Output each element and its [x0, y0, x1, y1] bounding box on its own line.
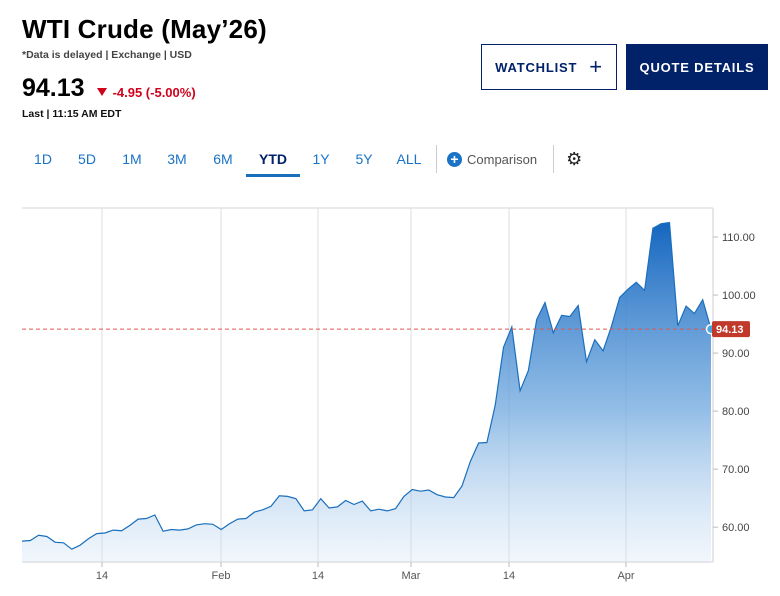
y-axis: 60.00 70.00 80.00 90.00 100.00 110.00: [713, 232, 756, 534]
watchlist-label: WATCHLIST: [495, 59, 578, 75]
tab-3m[interactable]: 3M: [167, 151, 187, 167]
y-tick-label: 110.00: [722, 232, 755, 244]
down-arrow-icon: [96, 88, 107, 96]
watchlist-button[interactable]: WATCHLIST +: [481, 44, 617, 90]
instrument-title: WTI Crude (May’26): [22, 14, 267, 44]
x-axis: 14 Feb 14 Mar 14 Apr: [96, 562, 635, 582]
comparison-label: Comparison: [467, 151, 538, 167]
x-tick-label: Mar: [402, 570, 421, 582]
last-update-time: Last | 11:15 AM EDT: [22, 108, 122, 120]
range-tabs: 1D 5D 1M 3M 6M YTD 1Y 5Y ALL + Compariso…: [22, 142, 583, 177]
divider: [436, 145, 437, 173]
x-tick-label: Apr: [617, 570, 634, 582]
gear-icon[interactable]: ⚙: [566, 148, 583, 169]
x-tick-label: 14: [312, 570, 324, 582]
x-tick-label: 14: [96, 570, 108, 582]
price-change-value: -4.95 (-5.00%): [112, 84, 196, 100]
tab-ytd[interactable]: YTD: [246, 142, 300, 177]
y-tick-label: 90.00: [722, 348, 750, 360]
add-circle-icon: +: [447, 151, 462, 167]
y-tick-label: 100.00: [722, 290, 756, 302]
price-change: -4.95 (-5.00%): [96, 84, 196, 100]
divider: [553, 145, 555, 173]
data-source-note: *Data is delayed | Exchange | USD: [22, 49, 192, 61]
x-tick-label: Feb: [212, 570, 231, 582]
last-price-flag-label: 94.13: [716, 324, 744, 336]
y-tick-label: 80.00: [722, 406, 750, 418]
comparison-button[interactable]: + Comparison: [447, 151, 538, 167]
plus-icon: +: [589, 54, 603, 79]
tab-1m[interactable]: 1M: [122, 151, 142, 167]
last-price-flag: 94.13: [712, 321, 750, 338]
quote-details-button[interactable]: QUOTE DETAILS: [626, 44, 768, 90]
tab-1d[interactable]: 1D: [34, 151, 52, 167]
price-row: 94.13 -4.95 (-5.00%): [22, 74, 196, 103]
tab-1y[interactable]: 1Y: [312, 151, 330, 167]
x-tick-label: 14: [503, 570, 515, 582]
last-price: 94.13: [22, 74, 85, 102]
tab-5d[interactable]: 5D: [78, 151, 96, 167]
chart-area-fill: [22, 222, 711, 562]
chart-series-line: [21, 221, 712, 550]
tab-6m[interactable]: 6M: [213, 151, 233, 167]
tab-5y[interactable]: 5Y: [355, 151, 373, 167]
tab-all[interactable]: ALL: [396, 151, 422, 167]
y-tick-label: 70.00: [722, 464, 750, 476]
y-tick-label: 60.00: [722, 522, 750, 534]
